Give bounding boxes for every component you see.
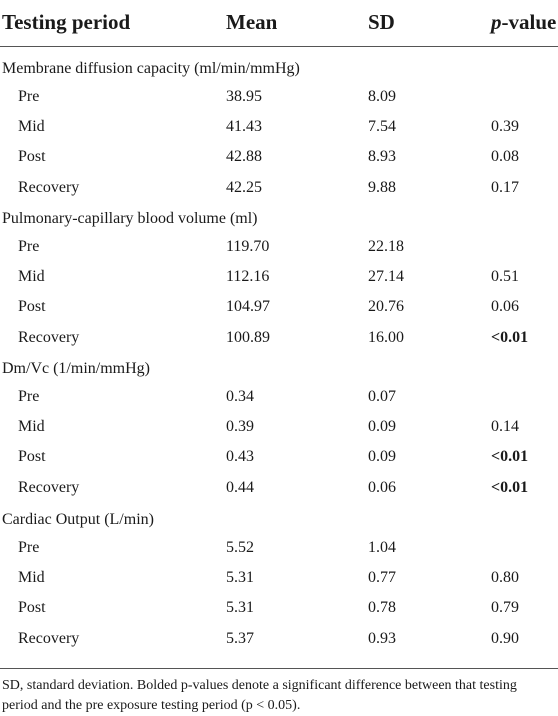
cell-period: Mid: [18, 118, 45, 136]
cell-mean: 5.31: [226, 599, 254, 617]
cell-sd: 1.04: [368, 539, 396, 556]
cell-period: Post: [18, 298, 46, 316]
section-title: Cardiac Output (L/min): [2, 511, 154, 528]
cell-sd: 16.00: [368, 328, 404, 346]
table-row: Pre 5.52 1.04: [0, 533, 558, 563]
table-row: Post 42.88 8.93 0.08: [0, 142, 558, 172]
cell-mean: 5.52: [226, 539, 254, 556]
cell-mean: 100.89: [226, 328, 270, 346]
cell-mean: 38.95: [226, 88, 262, 105]
header-p-value: p-value: [491, 10, 556, 34]
cell-p-value: <0.01: [491, 328, 529, 346]
cell-period: Post: [18, 448, 46, 466]
cell-p-value: 0.79: [491, 599, 519, 617]
cell-p-value: 0.39: [491, 118, 519, 136]
cell-period: Mid: [18, 268, 45, 286]
cell-sd: 20.76: [368, 298, 404, 316]
cell-sd: 0.77: [368, 569, 396, 587]
header-sd: SD: [368, 10, 395, 34]
cell-p-value: 0.90: [491, 629, 519, 647]
header-p-suffix: -value: [501, 10, 557, 34]
header-mean: Mean: [226, 10, 278, 34]
section-title: Pulmonary-capillary blood volume (ml): [2, 210, 258, 227]
cell-period: Post: [18, 148, 46, 166]
header-testing-period: Testing period: [2, 10, 131, 34]
cell-sd: 0.09: [368, 418, 396, 436]
cell-sd: 8.09: [368, 88, 396, 105]
cell-period: Recovery: [18, 328, 80, 346]
cell-p-value: 0.14: [491, 418, 519, 436]
cell-period: Pre: [18, 539, 40, 556]
cell-p-value: 0.06: [491, 298, 519, 316]
table-row: Post 104.97 20.76 0.06: [0, 292, 558, 322]
cell-period: Pre: [18, 388, 40, 405]
cell-mean: 42.88: [226, 148, 262, 166]
cell-mean: 104.97: [226, 298, 270, 316]
cell-period: Post: [18, 599, 46, 617]
table-row: Pre 38.95 8.09: [0, 82, 558, 112]
cell-mean: 112.16: [226, 268, 270, 286]
table-row: Post 0.43 0.09 <0.01: [0, 442, 558, 472]
cell-p-value: <0.01: [491, 448, 529, 466]
cell-period: Recovery: [18, 629, 80, 647]
cell-mean: 41.43: [226, 118, 262, 136]
table-row: Pre 119.70 22.18: [0, 232, 558, 262]
table-row: Post 5.31 0.78 0.79: [0, 593, 558, 623]
cell-mean: 0.39: [226, 418, 254, 436]
cell-sd: 9.88: [368, 178, 396, 196]
table-row: Recovery 0.44 0.06 <0.01: [0, 473, 558, 503]
cell-period: Recovery: [18, 178, 80, 196]
table-row: Mid 0.39 0.09 0.14: [0, 412, 558, 442]
section-title: Membrane diffusion capacity (ml/min/mmHg…: [2, 60, 300, 77]
cell-p-value: <0.01: [491, 478, 529, 496]
table-row: Mid 112.16 27.14 0.51: [0, 262, 558, 292]
cell-sd: 22.18: [368, 238, 404, 255]
cell-mean: 0.44: [226, 478, 254, 496]
table-footnote: SD, standard deviation. Bolded p-values …: [2, 678, 517, 713]
cell-period: Pre: [18, 88, 40, 105]
cell-mean: 119.70: [226, 238, 270, 255]
cell-sd: 0.09: [368, 448, 396, 466]
cell-period: Pre: [18, 238, 40, 255]
cell-sd: 7.54: [368, 118, 396, 136]
cell-period: Mid: [18, 569, 45, 587]
footnote-divider: [0, 668, 558, 669]
cell-mean: 5.37: [226, 629, 254, 647]
table-row: Mid 5.31 0.77 0.80: [0, 563, 558, 593]
cell-p-value: 0.17: [491, 178, 519, 196]
table-header: Testing period Mean SD p-value: [0, 0, 558, 47]
cell-mean: 42.25: [226, 178, 262, 196]
cell-sd: 27.14: [368, 268, 404, 286]
cell-period: Mid: [18, 418, 45, 436]
cell-sd: 0.07: [368, 388, 396, 405]
cell-p-value: 0.51: [491, 268, 519, 286]
cell-mean: 5.31: [226, 569, 254, 587]
table-row: Recovery 100.89 16.00 <0.01: [0, 323, 558, 353]
header-p-italic: p: [491, 10, 502, 34]
section-title: Dm/Vc (1/min/mmHg): [2, 360, 150, 377]
cell-p-value: 0.08: [491, 148, 519, 166]
cell-p-value: 0.80: [491, 569, 519, 587]
cell-mean: 0.34: [226, 388, 254, 405]
cell-period: Recovery: [18, 478, 80, 496]
table-row: Mid 41.43 7.54 0.39: [0, 112, 558, 142]
cell-sd: 8.93: [368, 148, 396, 166]
table-row: Pre 0.34 0.07: [0, 382, 558, 412]
cell-sd: 0.78: [368, 599, 396, 617]
cell-sd: 0.06: [368, 478, 396, 496]
cell-mean: 0.43: [226, 448, 254, 466]
table-row: Recovery 5.37 0.93 0.90: [0, 624, 558, 654]
table-row: Recovery 42.25 9.88 0.17: [0, 173, 558, 203]
cell-sd: 0.93: [368, 629, 396, 647]
